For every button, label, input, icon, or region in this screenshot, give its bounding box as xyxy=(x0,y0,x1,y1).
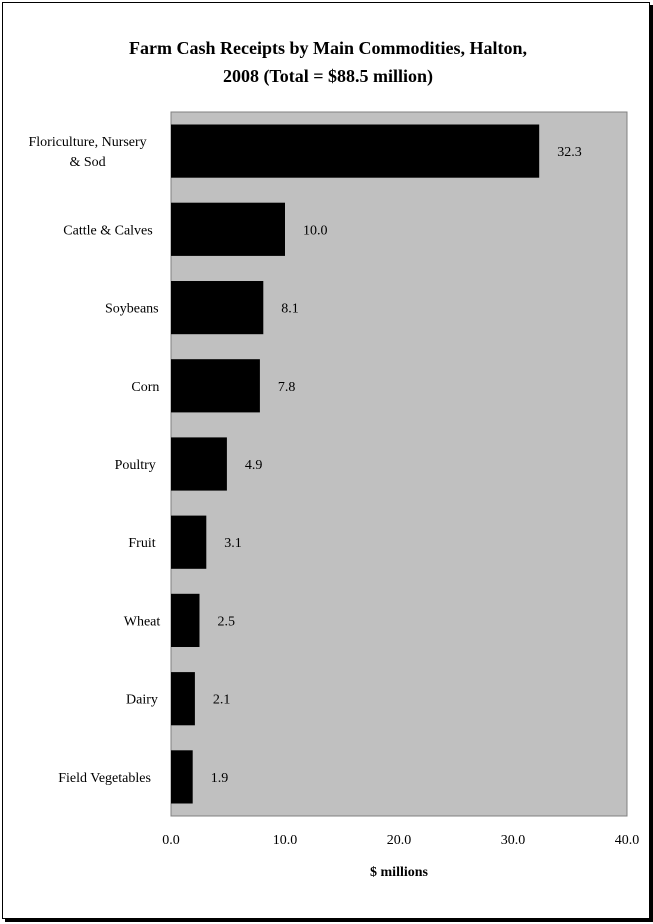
bar-6 xyxy=(171,593,200,647)
category-label-3: Corn xyxy=(131,380,159,395)
bar-3 xyxy=(171,359,260,413)
data-label-4: 4.9 xyxy=(245,458,263,473)
data-label-7: 2.1 xyxy=(213,693,231,708)
x-tick-label-1: 10.0 xyxy=(273,833,298,848)
bar-1 xyxy=(171,202,285,256)
chart-title-line-2: 2008 (Total = $88.5 million) xyxy=(223,66,433,87)
bar-2 xyxy=(171,281,264,335)
x-tick-label-2: 20.0 xyxy=(387,833,412,848)
x-axis-title: $ millions xyxy=(370,865,429,880)
category-label-7: Dairy xyxy=(126,693,158,708)
category-label-1: Cattle & Calves xyxy=(63,223,152,238)
category-label-2: Soybeans xyxy=(105,302,159,317)
data-label-1: 10.0 xyxy=(303,223,328,238)
data-label-6: 2.5 xyxy=(218,614,236,629)
chart-title-line-1: Farm Cash Receipts by Main Commodities, … xyxy=(129,38,527,58)
bar-7 xyxy=(171,672,195,726)
category-label-6: Wheat xyxy=(124,614,161,629)
data-label-5: 3.1 xyxy=(224,536,242,551)
category-label-0: Floriculture, Nursery & Sod xyxy=(28,135,146,170)
bar-5 xyxy=(171,515,207,569)
category-label-5: Fruit xyxy=(128,536,155,551)
bar-8 xyxy=(171,750,193,804)
chart-svg: Farm Cash Receipts by Main Commodities, … xyxy=(28,38,639,880)
x-tick-label-4: 40.0 xyxy=(615,833,640,848)
bar-4 xyxy=(171,437,227,491)
x-tick-label-0: 0.0 xyxy=(162,833,180,848)
x-axis-ticks: 0.0 10.0 20.0 30.0 40.0 xyxy=(162,833,639,848)
data-label-3: 7.8 xyxy=(278,380,296,395)
data-label-2: 8.1 xyxy=(281,302,299,317)
category-labels: Floriculture, Nursery & Sod Cattle & Calve… xyxy=(28,135,160,786)
data-label-8: 1.9 xyxy=(211,771,229,786)
x-tick-label-3: 30.0 xyxy=(501,833,526,848)
data-label-0: 32.3 xyxy=(557,145,582,160)
bar-0 xyxy=(171,124,540,178)
category-label-4: Poultry xyxy=(115,458,156,473)
bars-group: 32.3 10.0 8.1 7.8 4.9 3.1 2.5 2.1 1.9 xyxy=(171,124,582,804)
category-label-8: Field Vegetables xyxy=(58,771,151,786)
